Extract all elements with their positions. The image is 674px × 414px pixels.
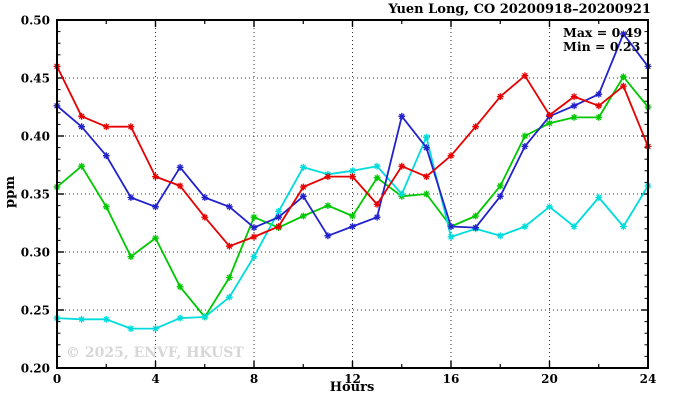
y-tick-label: 0.25 bbox=[21, 304, 50, 318]
x-tick-label: 16 bbox=[443, 372, 460, 386]
x-tick-label: 4 bbox=[151, 372, 159, 386]
y-tick-label: 0.20 bbox=[21, 362, 50, 376]
x-tick-label: 20 bbox=[541, 372, 558, 386]
y-tick-label: 0.40 bbox=[21, 130, 50, 144]
chart-title: Yuen Long, CO 20200918–20200921 bbox=[387, 2, 651, 17]
max-annotation: Max = 0.49 bbox=[563, 25, 642, 40]
x-tick-label: 8 bbox=[250, 372, 258, 386]
y-axis-label: ppm bbox=[3, 176, 18, 208]
x-tick-label: 12 bbox=[344, 372, 361, 386]
y-tick-label: 0.50 bbox=[21, 14, 50, 28]
min-annotation: Min = 0.23 bbox=[563, 39, 640, 54]
x-tick-label: 0 bbox=[53, 372, 61, 386]
plot-border bbox=[56, 19, 649, 369]
x-axis-label: Hours bbox=[330, 380, 375, 395]
y-tick-label: 0.35 bbox=[21, 188, 50, 202]
y-tick-label: 0.45 bbox=[21, 72, 50, 86]
watermark: © 2025, ENVF, HKUST bbox=[66, 345, 244, 361]
y-tick-label: 0.30 bbox=[21, 246, 50, 260]
x-tick-label: 24 bbox=[640, 372, 657, 386]
